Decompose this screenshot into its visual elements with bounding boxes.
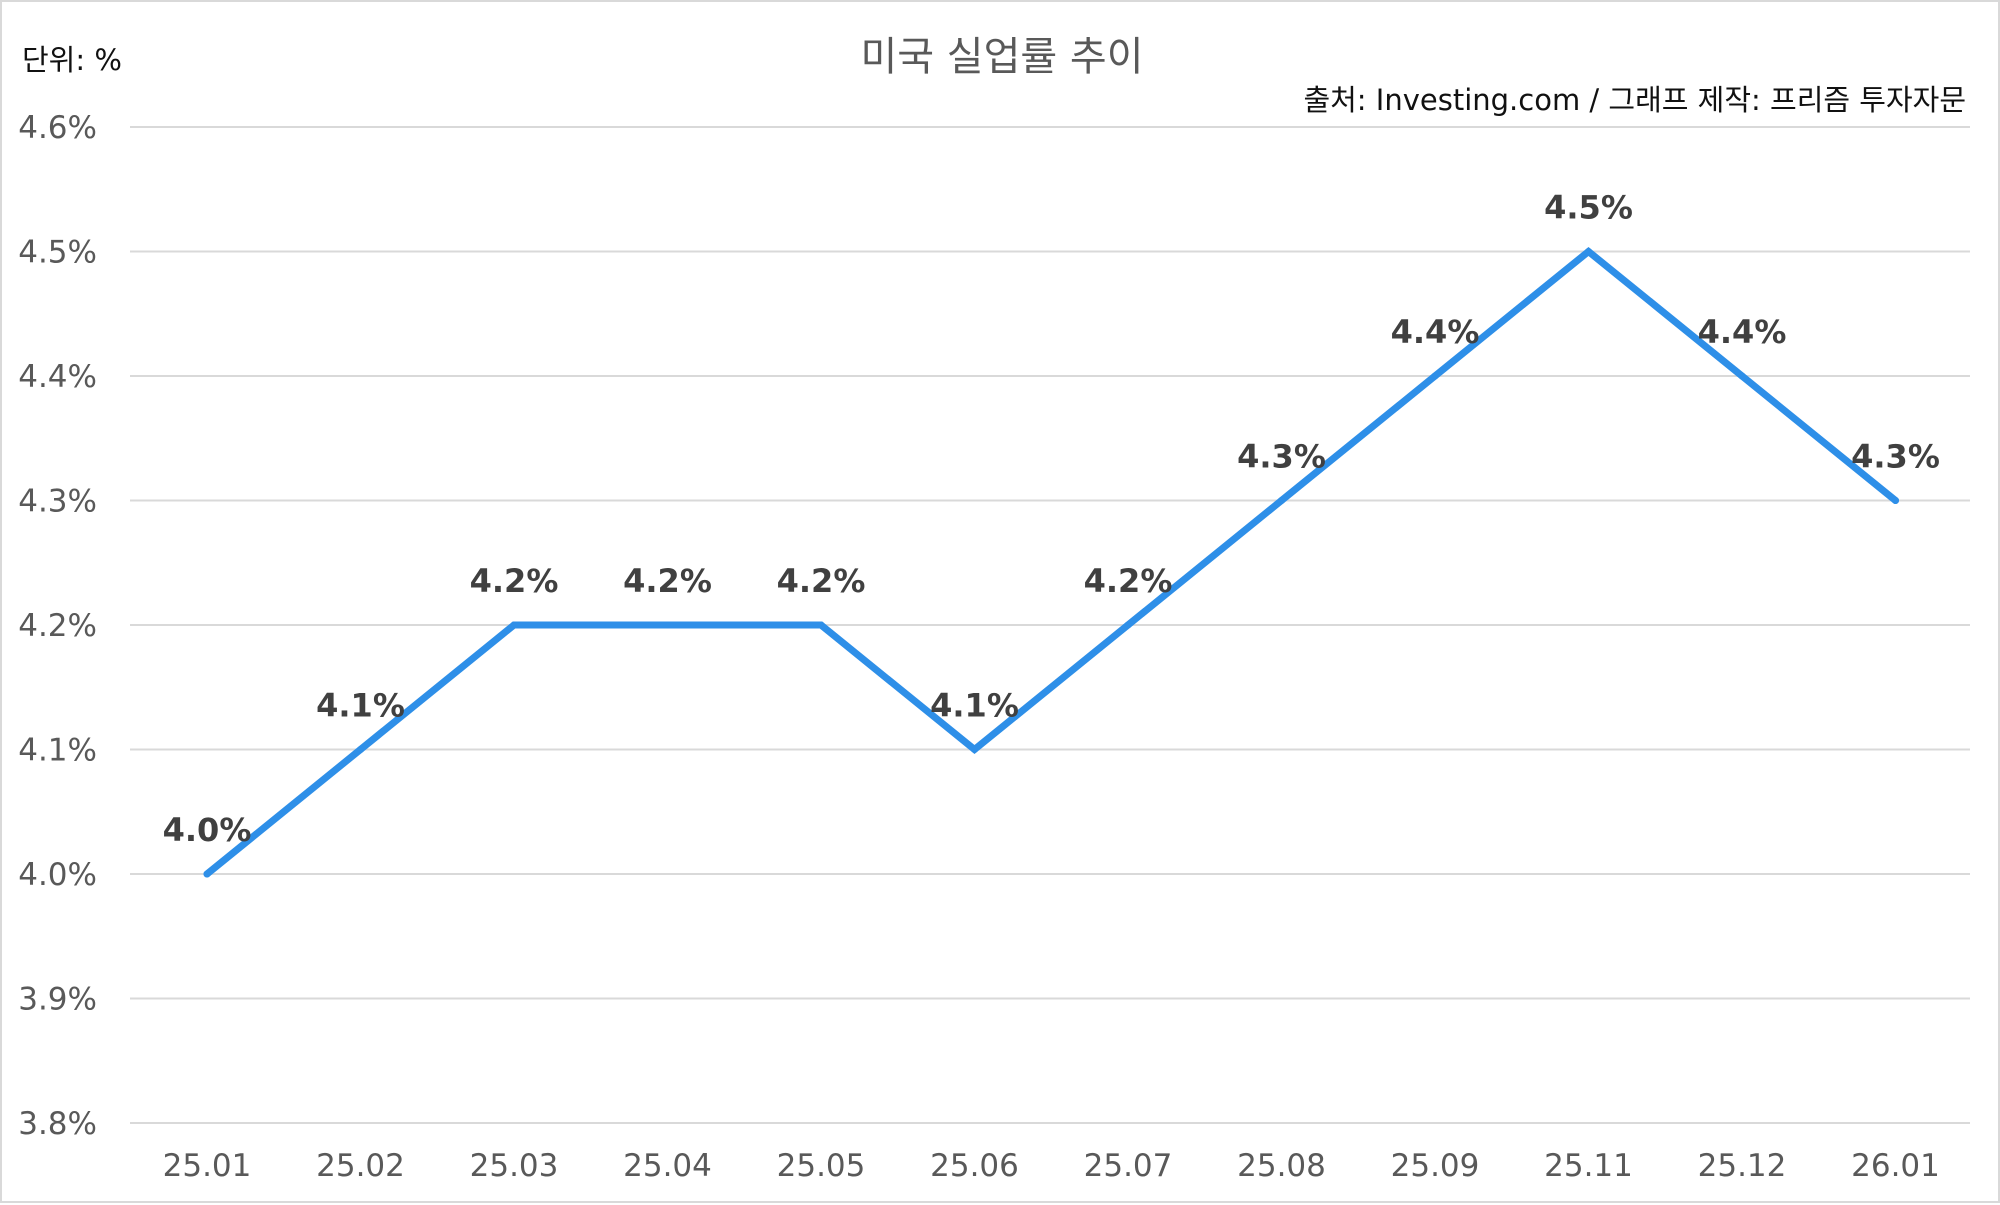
x-tick-label: 25.01 bbox=[163, 1148, 252, 1184]
data-label: 4.3% bbox=[1237, 438, 1326, 476]
source-label: 출처: Investing.com / 그래프 제작: 프리즘 투자자문 bbox=[1303, 83, 1966, 117]
data-label: 4.2% bbox=[470, 562, 559, 600]
data-label: 4.2% bbox=[623, 562, 712, 600]
data-label: 4.2% bbox=[777, 562, 866, 600]
data-point bbox=[817, 621, 825, 629]
series-line bbox=[203, 246, 1899, 878]
data-point bbox=[1124, 621, 1132, 629]
data-label: 4.3% bbox=[1851, 438, 1940, 476]
data-point bbox=[357, 746, 364, 753]
data-labels: 4.0% 4.1% 4.2% 4.2% 4.2% 4.1% 4.2% 4.3% 4.4% 4.5%… bbox=[163, 189, 1940, 850]
data-label: 4.1% bbox=[930, 687, 1019, 725]
data-label: 4.2% bbox=[1084, 562, 1173, 600]
chart-title: 미국 실업률 추이 bbox=[860, 34, 1143, 80]
x-tick-label: 25.06 bbox=[930, 1148, 1019, 1184]
data-point bbox=[664, 621, 671, 629]
x-axis-tick-labels: 25.01 25.02 25.03 25.04 25.05 25.06 25.07 25.08… bbox=[163, 1148, 1940, 1184]
data-point bbox=[1585, 248, 1592, 255]
x-tick-label: 25.05 bbox=[777, 1148, 866, 1184]
data-point bbox=[1431, 372, 1439, 380]
y-tick-label: 4.4% bbox=[18, 359, 97, 395]
y-tick-label: 3.8% bbox=[18, 1106, 97, 1142]
y-tick-label: 4.3% bbox=[18, 484, 97, 520]
data-point bbox=[1892, 497, 1899, 504]
data-point bbox=[1738, 372, 1746, 380]
x-tick-label: 25.04 bbox=[623, 1148, 712, 1184]
x-tick-label: 25.02 bbox=[316, 1148, 405, 1184]
y-tick-label: 4.2% bbox=[18, 608, 97, 644]
y-tick-label: 4.1% bbox=[18, 733, 97, 769]
x-tick-label: 25.12 bbox=[1698, 1148, 1787, 1184]
gridlines bbox=[130, 126, 1970, 1124]
data-point bbox=[203, 870, 211, 878]
unit-label: 단위: % bbox=[22, 43, 122, 77]
x-tick-label: 25.09 bbox=[1391, 1148, 1480, 1184]
data-label: 4.4% bbox=[1698, 313, 1787, 351]
x-tick-label: 25.03 bbox=[470, 1148, 559, 1184]
data-point bbox=[510, 621, 518, 629]
y-tick-label: 3.9% bbox=[18, 982, 97, 1018]
data-label: 4.5% bbox=[1544, 189, 1633, 227]
x-tick-label: 26.01 bbox=[1851, 1148, 1940, 1184]
series-layer bbox=[203, 246, 1899, 878]
y-tick-label: 4.0% bbox=[18, 857, 97, 893]
x-tick-label: 25.08 bbox=[1237, 1148, 1326, 1184]
y-tick-label: 4.5% bbox=[18, 235, 97, 271]
data-label: 4.0% bbox=[163, 811, 252, 849]
x-tick-label: 25.11 bbox=[1544, 1148, 1633, 1184]
data-point bbox=[1278, 497, 1285, 504]
y-axis-tick-labels: 3.8% 3.9% 4.0% 4.1% 4.2% 4.3% 4.4% 4.5% 4.6% bbox=[18, 110, 97, 1142]
data-label: 4.4% bbox=[1391, 313, 1480, 351]
y-tick-label: 4.6% bbox=[18, 110, 97, 146]
data-label: 4.1% bbox=[316, 687, 405, 725]
x-tick-label: 25.07 bbox=[1084, 1148, 1173, 1184]
data-point bbox=[971, 746, 978, 753]
